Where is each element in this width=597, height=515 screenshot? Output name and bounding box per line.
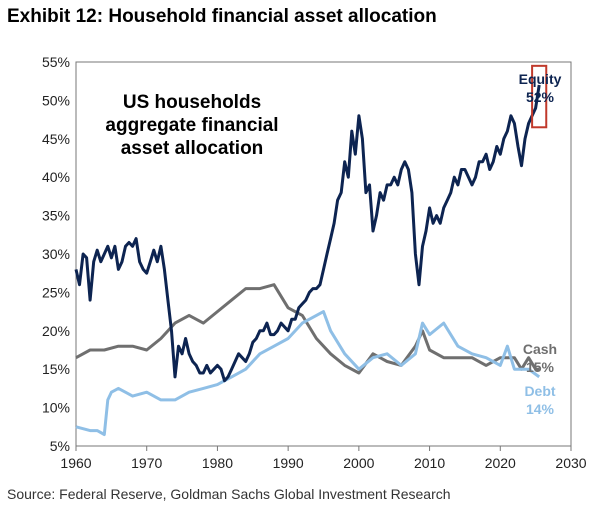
series-label-debt: Debt xyxy=(524,383,555,399)
axes: 5% 10% 15% 20% 25% 30% 35% 40% 45% 50% 55% 1960 1970… xyxy=(42,54,587,471)
y-tick-label: 25% xyxy=(42,284,70,300)
series-value-debt: 14% xyxy=(526,401,555,417)
series-value-equity: 52% xyxy=(526,89,555,105)
x-tick-label: 1990 xyxy=(273,455,304,471)
exhibit-title: Exhibit 12: Household financial asset al… xyxy=(7,6,437,27)
x-tick-label: 2030 xyxy=(555,455,586,471)
y-tick-label: 50% xyxy=(42,92,70,108)
y-tick-label: 30% xyxy=(42,246,70,262)
y-tick-label: 45% xyxy=(42,131,70,147)
series-layer xyxy=(74,64,548,436)
y-tick-label: 5% xyxy=(50,438,70,454)
x-tick-label: 2000 xyxy=(343,455,374,471)
y-tick-label: 40% xyxy=(42,169,70,185)
annotation-line-3: asset allocation xyxy=(121,138,264,159)
x-tick-label: 2010 xyxy=(414,455,445,471)
highlight-box xyxy=(531,64,548,129)
source-note: Source: Federal Reserve, Goldman Sachs G… xyxy=(7,486,451,502)
x-tick-label: 1970 xyxy=(131,455,162,471)
x-tick-label: 2020 xyxy=(485,455,516,471)
y-tick-label: 55% xyxy=(42,54,70,70)
series-line-debt xyxy=(75,310,541,436)
series-line-cash xyxy=(75,283,540,375)
series-labels: Equity 52% Cash 15% Debt 14% xyxy=(519,71,562,417)
series-line-equity xyxy=(74,84,541,383)
annotation-line-2: aggregate financial xyxy=(105,115,278,136)
series-label-cash: Cash xyxy=(523,341,557,357)
series-value-cash: 15% xyxy=(526,359,555,375)
y-tick-label: 15% xyxy=(42,361,70,377)
annotation-line-1: US households xyxy=(123,92,261,113)
x-tick-label: 1980 xyxy=(202,455,233,471)
y-tick-label: 10% xyxy=(42,400,70,416)
y-tick-label: 20% xyxy=(42,323,70,339)
series-label-equity: Equity xyxy=(519,71,562,87)
y-tick-label: 35% xyxy=(42,208,70,224)
plot-frame xyxy=(75,61,572,447)
x-tick-label: 1960 xyxy=(60,455,91,471)
